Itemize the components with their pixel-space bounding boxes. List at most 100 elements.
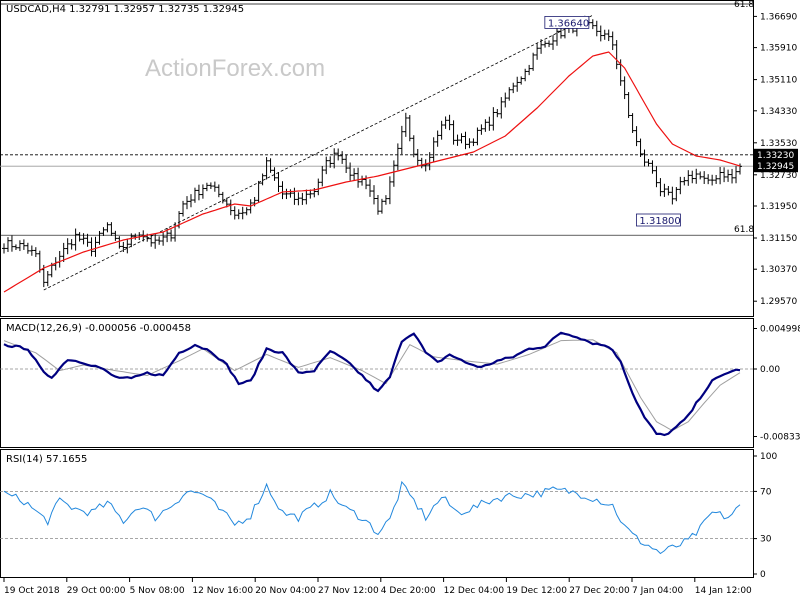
ohlc-bar — [411, 135, 416, 158]
ohlc-bar — [698, 171, 703, 180]
ohlc-bar — [475, 127, 480, 146]
price-y-tick-label: 1.36690 — [760, 12, 797, 22]
ohlc-bar — [734, 166, 739, 184]
rsi-y-tick-label: 70 — [760, 487, 772, 497]
ohlc-bar — [547, 40, 552, 48]
ohlc-bar — [419, 157, 424, 169]
ohlc-bar — [216, 184, 221, 198]
ohlc-bar — [85, 233, 90, 247]
price-panel — [0, 0, 754, 317]
ohlc-bar — [738, 163, 742, 175]
ohlc-bar — [598, 25, 603, 42]
ohlc-bar — [467, 138, 472, 149]
ohlc-bar — [483, 119, 488, 132]
trend-line — [43, 14, 593, 291]
ohlc-bar — [348, 162, 353, 181]
ohlc-bar — [415, 148, 420, 166]
ohlc-bar — [383, 195, 388, 205]
macd-layer — [0, 331, 753, 437]
ohlc-bar — [626, 92, 631, 119]
ohlc-bar — [204, 182, 209, 192]
ohlc-bar — [352, 168, 357, 181]
ohlc-bar — [527, 64, 532, 76]
price-y-tick-label: 1.35910 — [760, 44, 797, 54]
ohlc-bar — [109, 222, 114, 236]
ohlc-bar — [292, 187, 297, 205]
price-y-tick-label: 1.33530 — [760, 139, 797, 149]
macd-y-tick-label: 0.00 — [760, 365, 780, 375]
ohlc-bar — [718, 166, 723, 185]
fib-label-bottom: 61.8 — [734, 225, 754, 235]
ohlc-bar — [375, 194, 380, 215]
ohlc-bar — [662, 183, 667, 197]
price-layer: 61.8 61.8 1.36640 1.31800 — [0, 0, 754, 293]
ohlc-bar — [356, 167, 361, 188]
ohlc-bar — [196, 184, 201, 201]
ohlc-bar — [324, 156, 329, 175]
ohlc-bar — [157, 236, 162, 245]
ohlc-bar — [722, 167, 727, 183]
rsi-layer — [0, 480, 753, 555]
ohlc-bar — [487, 116, 492, 131]
ohlc-bar — [371, 185, 376, 205]
ohlc-bar — [256, 180, 261, 203]
macd-y-tick-label: -0.00833 — [760, 433, 800, 443]
ohlc-bar — [81, 233, 86, 245]
ohlc-bar — [439, 120, 444, 140]
ohlc-bar — [447, 114, 452, 131]
ohlc-bar — [25, 242, 30, 254]
ohlc-bar — [340, 151, 345, 164]
ohlc-bar — [240, 206, 245, 220]
ohlc-bar — [606, 29, 611, 42]
x-tick-label: 12 Nov 16:00 — [192, 586, 253, 596]
price-y-tick-label: 1.29570 — [760, 297, 797, 307]
price-panel-title: USDCAD,H4 1.32791 1.32957 1.32735 1.3294… — [6, 4, 244, 15]
ohlc-bar — [220, 191, 225, 204]
ohlc-bar — [200, 184, 205, 199]
ohlc-bar — [451, 120, 456, 145]
x-tick-label: 12 Dec 04:00 — [444, 586, 505, 596]
ohlc-bar — [276, 172, 281, 193]
ohlc-bar — [702, 171, 707, 184]
ohlc-bar — [503, 92, 508, 108]
ohlc-bar — [316, 178, 321, 196]
ohlc-bar — [29, 245, 34, 256]
ohlc-bar — [65, 238, 70, 255]
x-tick-label: 27 Nov 12:00 — [318, 586, 379, 596]
rsi-panel — [0, 449, 754, 578]
ohlc-bar — [710, 174, 715, 186]
axis-layer: 1.36690 1.35910 1.35110 1.34330 1.33530 1.327… — [3, 12, 800, 596]
ohlc-bar — [459, 133, 464, 144]
ohlc-bar — [463, 131, 468, 150]
ohlc-bar — [682, 176, 687, 186]
ohlc-bar — [208, 182, 213, 190]
ohlc-bar — [13, 244, 18, 251]
ohlc-bar — [17, 240, 22, 252]
price-annotation-label: 1.31800 — [639, 216, 680, 227]
ohlc-bar — [224, 197, 229, 208]
ohlc-bar — [539, 39, 544, 54]
ohlc-bar — [101, 227, 106, 236]
ohlc-bar — [368, 179, 373, 197]
ohlc-bar — [622, 76, 627, 100]
ohlc-bar — [169, 229, 174, 242]
ohlc-bar — [543, 40, 548, 48]
ohlc-bar — [714, 174, 719, 184]
ohlc-bar — [89, 237, 94, 257]
macd-panel — [0, 318, 754, 448]
ohlc-bar — [93, 236, 98, 257]
current-price-flag-label: 1.32945 — [757, 162, 794, 172]
ohlc-bar — [188, 194, 193, 208]
price-y-tick-label: 1.30370 — [760, 265, 797, 275]
ohlc-bar — [21, 239, 26, 250]
ohlc-bar — [77, 232, 82, 242]
ohlc-bar — [336, 148, 341, 161]
ohlc-bar — [232, 206, 237, 220]
ohlc-bar — [706, 174, 711, 185]
ohlc-bar — [558, 28, 563, 39]
ohlc-bar — [105, 222, 110, 233]
level-line-flag — [754, 148, 798, 161]
price-annotation-box — [544, 15, 590, 29]
ohlc-bar — [387, 176, 392, 205]
ohlc-bar — [73, 228, 78, 251]
